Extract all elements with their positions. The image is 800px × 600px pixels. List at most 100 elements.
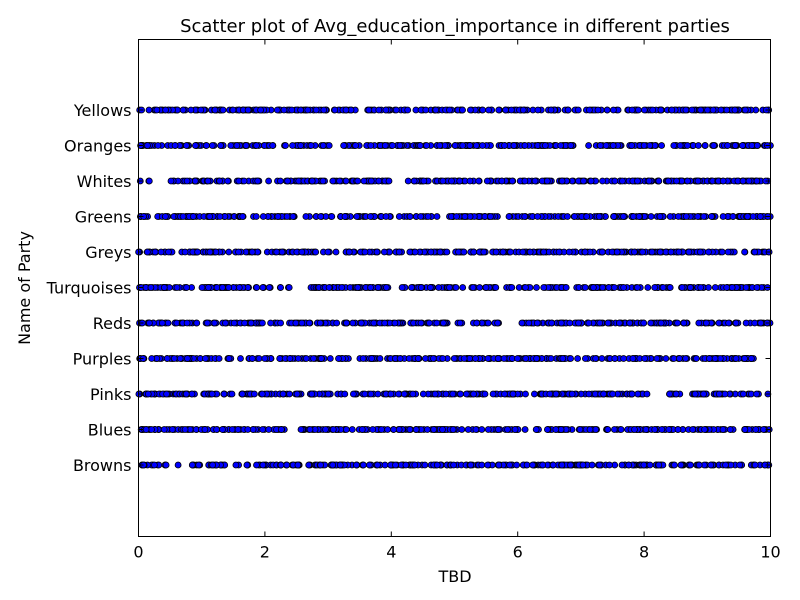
data-point-blues bbox=[219, 426, 226, 433]
data-point-whites bbox=[619, 177, 626, 185]
data-point-reds bbox=[305, 319, 313, 327]
data-point-whites bbox=[254, 177, 262, 185]
data-point-purples bbox=[302, 355, 310, 362]
data-point-browns bbox=[640, 461, 648, 469]
data-point-yellows bbox=[422, 106, 430, 114]
data-point-yellows bbox=[502, 106, 510, 114]
data-point-browns bbox=[539, 461, 547, 469]
data-point-pinks bbox=[374, 390, 382, 398]
data-point-pinks bbox=[395, 390, 402, 398]
data-point-oranges bbox=[628, 142, 636, 149]
data-point-greens bbox=[630, 213, 637, 220]
data-point-yellows bbox=[594, 106, 602, 114]
data-point-pinks bbox=[220, 390, 228, 398]
data-point-purples bbox=[429, 355, 437, 362]
data-point-turquoises bbox=[753, 284, 761, 291]
data-point-browns bbox=[195, 461, 203, 469]
data-point-greys bbox=[480, 248, 488, 256]
data-point-turquoises bbox=[325, 284, 333, 291]
data-point-browns bbox=[402, 461, 410, 469]
data-point-pinks bbox=[238, 390, 246, 398]
data-point-greys bbox=[656, 248, 664, 256]
data-point-purples bbox=[261, 355, 269, 362]
data-point-reds bbox=[757, 319, 765, 327]
data-point-whites bbox=[634, 177, 641, 185]
data-point-oranges bbox=[191, 142, 199, 149]
data-point-greens bbox=[647, 213, 655, 220]
data-point-blues bbox=[181, 426, 189, 433]
data-point-yellows bbox=[280, 106, 288, 114]
data-point-pinks bbox=[721, 390, 729, 398]
data-point-greys bbox=[581, 248, 589, 256]
data-point-yellows bbox=[446, 106, 453, 114]
data-point-reds bbox=[433, 319, 441, 327]
data-point-browns bbox=[232, 461, 240, 469]
data-point-yellows bbox=[574, 106, 582, 114]
data-point-yellows bbox=[145, 106, 153, 114]
data-point-yellows bbox=[628, 106, 636, 114]
data-point-greys bbox=[631, 248, 638, 256]
data-point-oranges bbox=[609, 142, 617, 149]
data-point-reds bbox=[647, 319, 655, 327]
data-point-blues bbox=[464, 426, 472, 433]
data-point-turquoises bbox=[476, 284, 484, 291]
data-point-whites bbox=[531, 177, 539, 185]
data-point-browns bbox=[495, 461, 503, 469]
data-point-browns bbox=[411, 461, 419, 469]
data-point-reds bbox=[695, 319, 703, 327]
data-point-browns bbox=[677, 461, 685, 469]
data-point-oranges bbox=[710, 142, 718, 149]
data-point-greens bbox=[382, 213, 390, 220]
data-point-blues bbox=[478, 426, 486, 433]
data-point-purples bbox=[670, 355, 678, 362]
data-point-pinks bbox=[431, 390, 439, 398]
data-point-reds bbox=[439, 319, 447, 327]
data-point-browns bbox=[253, 461, 260, 469]
data-point-greys bbox=[648, 248, 656, 256]
data-point-yellows bbox=[479, 106, 487, 114]
data-point-purples bbox=[620, 355, 627, 362]
data-point-greens bbox=[708, 213, 715, 220]
data-point-greys bbox=[598, 248, 606, 256]
data-point-reds bbox=[473, 319, 481, 327]
data-point-yellows bbox=[610, 106, 617, 114]
data-point-yellows bbox=[179, 106, 187, 114]
data-point-browns bbox=[687, 461, 694, 469]
data-point-browns bbox=[359, 461, 367, 469]
y-tick-label: Yellows bbox=[73, 101, 132, 120]
data-point-whites bbox=[336, 177, 343, 185]
data-point-purples bbox=[237, 355, 244, 362]
data-point-blues bbox=[642, 426, 650, 433]
data-point-whites bbox=[145, 177, 153, 185]
data-point-yellows bbox=[312, 106, 320, 114]
data-point-turquoises bbox=[611, 284, 618, 291]
data-point-greys bbox=[718, 248, 726, 256]
data-point-reds bbox=[333, 319, 341, 327]
data-point-oranges bbox=[466, 142, 474, 149]
data-point-yellows bbox=[507, 106, 515, 114]
data-point-greys bbox=[427, 248, 435, 256]
data-point-turquoises bbox=[469, 284, 477, 291]
data-point-pinks bbox=[501, 390, 508, 398]
data-point-blues bbox=[689, 426, 697, 433]
data-point-greys bbox=[380, 248, 388, 256]
data-point-purples bbox=[376, 355, 384, 362]
data-point-turquoises bbox=[482, 284, 490, 291]
data-point-purples bbox=[706, 355, 713, 362]
data-point-whites bbox=[439, 177, 447, 185]
data-point-greys bbox=[248, 248, 256, 256]
data-point-yellows bbox=[466, 106, 474, 114]
data-point-pinks bbox=[700, 390, 707, 398]
data-point-pinks bbox=[409, 390, 417, 398]
data-point-blues bbox=[329, 426, 337, 433]
data-point-turquoises bbox=[508, 284, 516, 291]
data-point-oranges bbox=[753, 142, 761, 149]
data-point-oranges bbox=[670, 142, 678, 149]
data-point-purples bbox=[335, 355, 342, 362]
data-point-pinks bbox=[367, 390, 375, 398]
data-point-reds bbox=[370, 319, 378, 327]
data-point-whites bbox=[342, 177, 350, 185]
data-point-whites bbox=[521, 177, 529, 185]
data-point-turquoises bbox=[259, 284, 267, 291]
y-tick-label: Turquoises bbox=[46, 279, 132, 298]
